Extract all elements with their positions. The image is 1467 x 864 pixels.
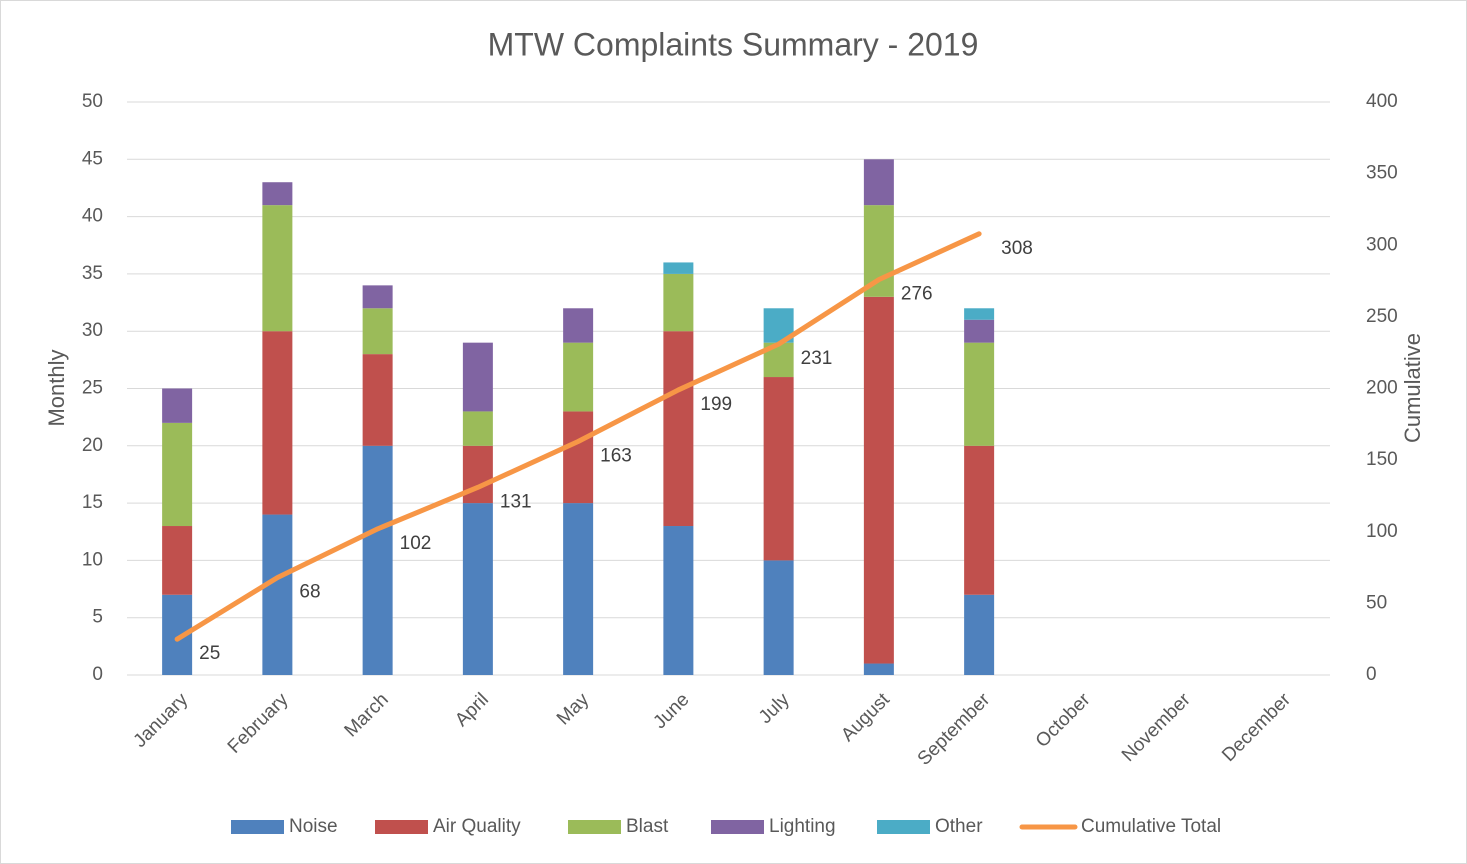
y-tick-label: 10 bbox=[82, 549, 103, 570]
data-label: 25 bbox=[199, 643, 220, 664]
y-tick-label: 35 bbox=[82, 263, 103, 284]
bar-segment bbox=[663, 273, 694, 332]
bar-segment bbox=[563, 503, 594, 675]
legend-swatch bbox=[375, 820, 428, 834]
data-label: 231 bbox=[801, 348, 833, 369]
legend-label: Noise bbox=[289, 816, 338, 837]
y2-tick-label: 50 bbox=[1366, 592, 1387, 613]
cumulative-line bbox=[174, 231, 982, 642]
y-tick-label: 5 bbox=[92, 607, 103, 628]
legend-label: Cumulative Total bbox=[1081, 816, 1221, 837]
bar-segment bbox=[663, 526, 694, 675]
bar-segment bbox=[462, 503, 493, 675]
bar-segment bbox=[663, 331, 694, 527]
y2-axis-label: Cumulative bbox=[1400, 333, 1425, 443]
legend-label: Lighting bbox=[769, 816, 836, 837]
y-tick-label: 25 bbox=[82, 378, 103, 399]
y2-tick-label: 350 bbox=[1366, 163, 1398, 184]
bar-segment bbox=[964, 308, 995, 320]
bar-segment bbox=[262, 331, 293, 515]
data-label: 276 bbox=[901, 284, 933, 305]
legend-label: Blast bbox=[626, 816, 669, 837]
bar-segment bbox=[964, 319, 995, 343]
y-tick-label: 15 bbox=[82, 492, 103, 513]
bar-segment bbox=[763, 560, 794, 675]
bar-segment bbox=[162, 388, 193, 423]
y2-tick-label: 300 bbox=[1366, 234, 1398, 255]
y-tick-label: 20 bbox=[82, 435, 103, 456]
data-label: 131 bbox=[500, 491, 532, 512]
y2-tick-label: 250 bbox=[1366, 306, 1398, 327]
bar-segment bbox=[362, 445, 393, 675]
bar-segment bbox=[563, 342, 594, 412]
bar-segment bbox=[964, 594, 995, 675]
bar-segment bbox=[362, 285, 393, 309]
y2-tick-label: 200 bbox=[1366, 378, 1398, 399]
bar-segment bbox=[964, 342, 995, 446]
data-label: 199 bbox=[700, 394, 732, 415]
bar-segment bbox=[362, 308, 393, 355]
y2-tick-label: 150 bbox=[1366, 449, 1398, 470]
y-axis-label: Monthly bbox=[44, 349, 69, 426]
legend-label: Air Quality bbox=[433, 816, 521, 837]
bar-segment bbox=[964, 445, 995, 595]
bar-segment bbox=[863, 205, 894, 297]
chart-title: MTW Complaints Summary - 2019 bbox=[488, 26, 979, 62]
y2-tick-label: 400 bbox=[1366, 91, 1398, 112]
data-label: 68 bbox=[299, 582, 320, 603]
y2-tick-label: 0 bbox=[1366, 664, 1377, 685]
legend-swatch bbox=[231, 820, 284, 834]
bar-segment bbox=[663, 262, 694, 274]
legend-swatch bbox=[568, 820, 621, 834]
bar-segment bbox=[462, 342, 493, 412]
data-label: 308 bbox=[1001, 238, 1033, 259]
bar-segment bbox=[162, 526, 193, 595]
y-tick-label: 30 bbox=[82, 320, 103, 341]
bar-segment bbox=[763, 377, 794, 561]
bar-segment bbox=[162, 422, 193, 527]
data-label: 163 bbox=[600, 446, 632, 467]
bar-segment bbox=[362, 354, 393, 446]
data-label: 102 bbox=[400, 533, 432, 554]
bar-segment bbox=[863, 296, 894, 664]
legend-label: Other bbox=[935, 816, 983, 837]
legend-swatch bbox=[877, 820, 930, 834]
bar-segment bbox=[563, 308, 594, 343]
y-tick-label: 50 bbox=[82, 91, 103, 112]
bar-segment bbox=[863, 663, 894, 675]
legend-swatch bbox=[711, 820, 764, 834]
y-tick-label: 0 bbox=[92, 664, 103, 685]
y2-tick-label: 100 bbox=[1366, 521, 1398, 542]
bar-segment bbox=[462, 411, 493, 446]
bar-segment bbox=[262, 514, 293, 675]
y-tick-label: 45 bbox=[82, 148, 103, 169]
bar-segment bbox=[262, 205, 293, 332]
bar-segment bbox=[262, 182, 293, 206]
bar-segment bbox=[563, 411, 594, 504]
y-tick-label: 40 bbox=[82, 206, 103, 227]
bar-segment bbox=[863, 159, 894, 206]
bar-segment bbox=[462, 445, 493, 504]
